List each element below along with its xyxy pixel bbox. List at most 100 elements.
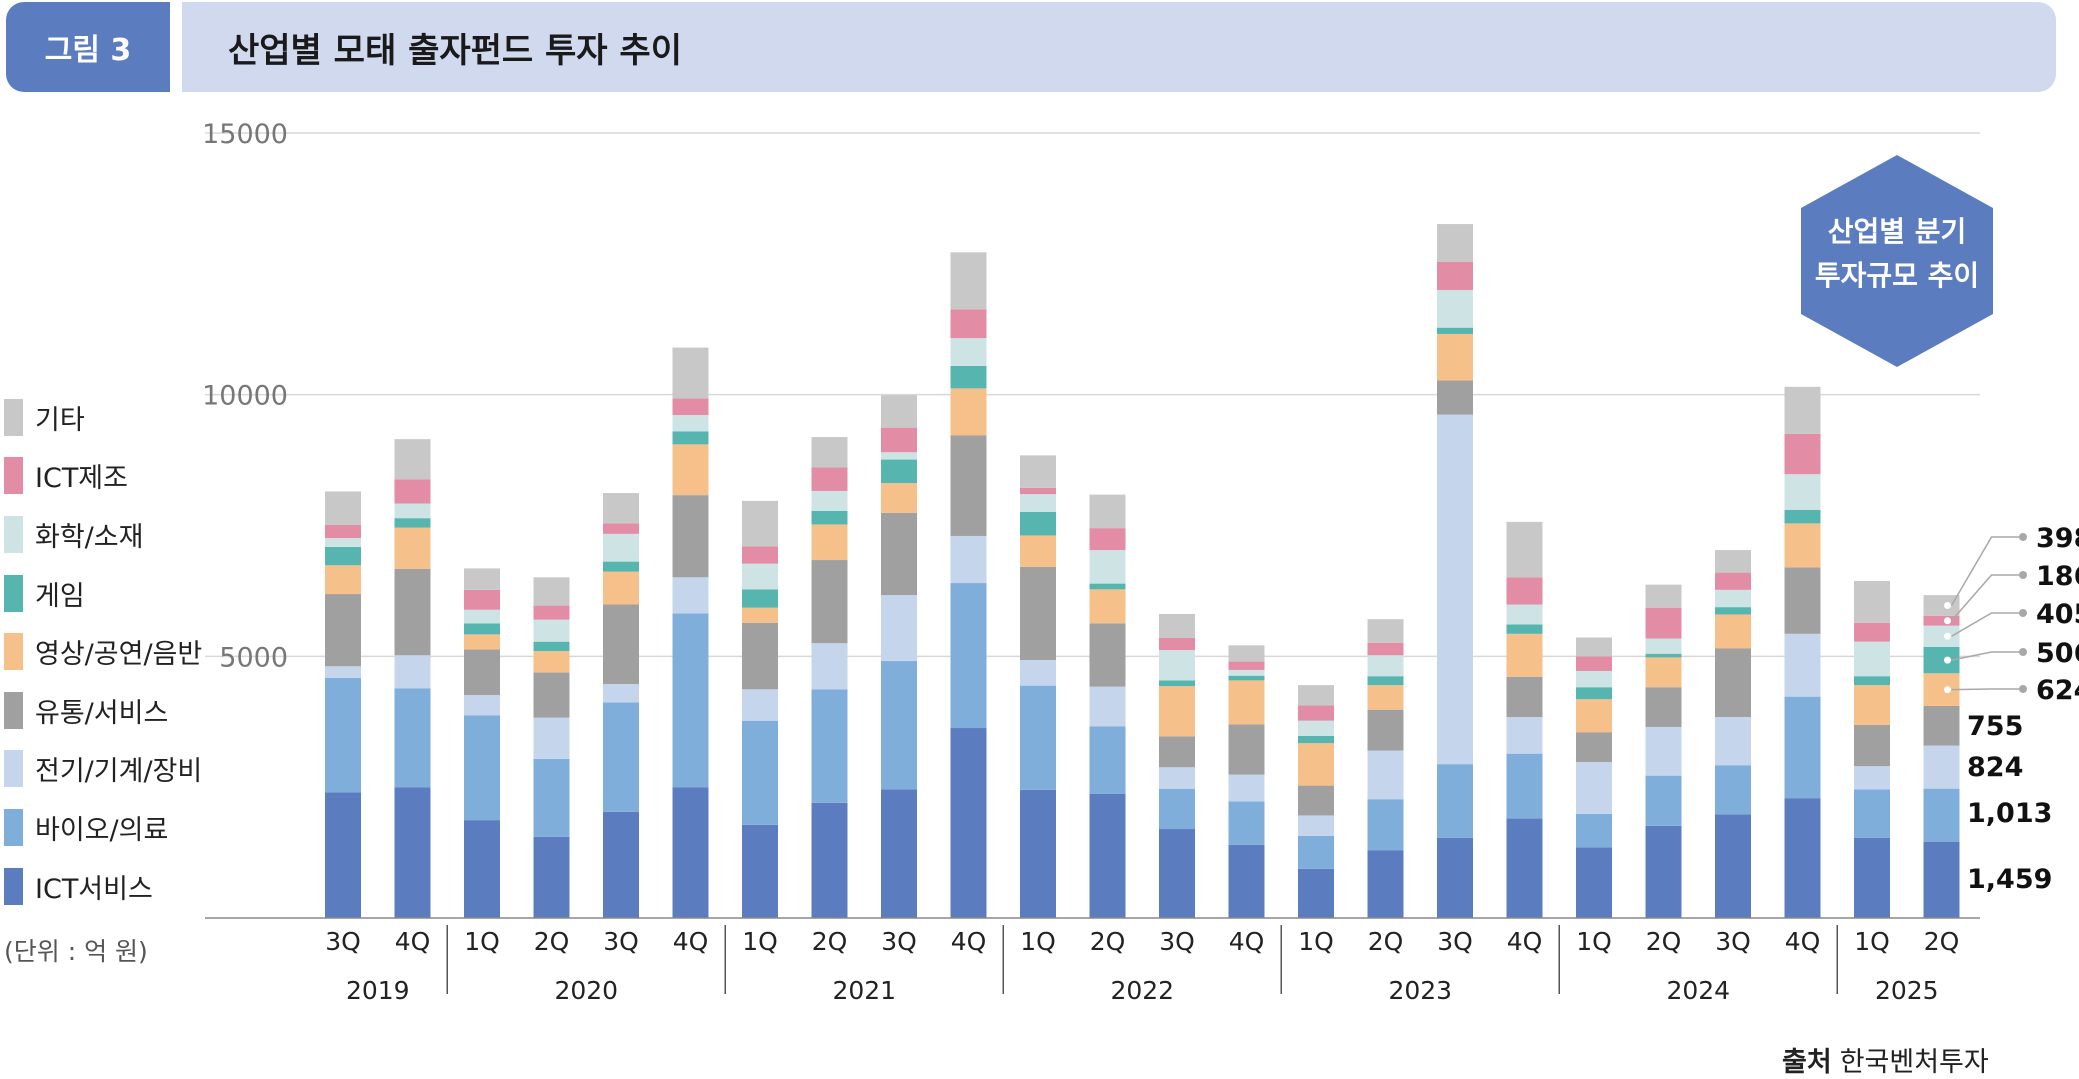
x-tick-label: 2Q (812, 927, 848, 956)
bar-segment (1437, 764, 1473, 838)
bar-segment (811, 467, 848, 491)
bar-segment (1854, 789, 1890, 838)
legend-item: ICT제조 (4, 447, 202, 506)
bar-segment (1367, 750, 1404, 800)
bar-segment (1923, 788, 1960, 842)
x-tick-label: 3Q (1715, 927, 1751, 956)
bar-segment (1367, 676, 1404, 686)
bar-segment (672, 495, 709, 578)
bar-segment (950, 309, 987, 339)
source-credit: 출처 한국벤처투자 (1782, 1040, 1989, 1079)
bar-segment (533, 717, 570, 759)
bar-segment (1298, 868, 1334, 918)
bar-segment (742, 622, 778, 690)
bar-segment (603, 604, 639, 685)
bar-segment (394, 527, 431, 569)
bar-segment (1506, 633, 1543, 677)
bar-segment (1159, 736, 1195, 768)
bar-segment (1576, 762, 1612, 814)
bar-segment (1298, 743, 1334, 786)
bar-segment (881, 789, 917, 918)
bar-segment (742, 689, 778, 721)
bar-segment (1298, 835, 1334, 869)
x-tick-label: 3Q (325, 927, 361, 956)
bar-segment (394, 568, 431, 656)
bar-segment (881, 427, 917, 453)
bar-segment (464, 695, 500, 716)
data-label: 186 (2036, 561, 2079, 592)
legend-item: 바이오/의료 (4, 798, 202, 857)
bar-segment (603, 533, 639, 562)
bar-segment (1923, 625, 1960, 647)
bar-segment (811, 490, 848, 511)
year-label: 2020 (554, 976, 618, 1005)
y-tick-label: 10000 (202, 381, 288, 412)
badge-text: 산업별 분기 투자규모 추이 (1797, 210, 1997, 298)
bar-segment (1298, 815, 1334, 836)
bar-segment (672, 431, 709, 445)
bar-segment (672, 415, 709, 432)
bar-segment (1854, 724, 1890, 767)
year-label: 2021 (832, 976, 896, 1005)
bar-segment (325, 546, 361, 566)
legend-item: 유통/서비스 (4, 681, 202, 740)
leader-start-dot (1944, 632, 1951, 640)
bar-segment (672, 577, 709, 614)
bar-segment (1576, 656, 1612, 671)
bar-segment (881, 395, 917, 428)
bar-segment (1437, 837, 1473, 918)
bar-segment (1367, 709, 1404, 751)
bar-segment (1784, 798, 1821, 918)
legend-item: 전기/기계/장비 (4, 740, 202, 799)
legend-item: 게임 (4, 564, 202, 623)
legend-swatch (4, 808, 23, 846)
bar-segment (533, 836, 570, 918)
x-tick-label: 1Q (1298, 927, 1334, 956)
bar-segment (811, 802, 848, 918)
bar-segment (1715, 717, 1751, 766)
bar-segment (950, 535, 987, 584)
x-tick-label: 3Q (603, 927, 639, 956)
x-tick-label: 1Q (1020, 927, 1056, 956)
bar-segment (1715, 607, 1751, 615)
figure-number-label: 그림 3 (6, 2, 170, 92)
bar-segment (1784, 633, 1821, 697)
unit-note: (단위 : 억 원) (4, 937, 148, 966)
bar-segment (1020, 566, 1056, 660)
bar-segment (1854, 580, 1890, 623)
bar-segment (1159, 686, 1195, 737)
bar-segment (1645, 653, 1682, 658)
bar-segment (1089, 583, 1126, 590)
bar-segment (811, 643, 848, 690)
bar-segment (325, 538, 361, 547)
bar-segment (950, 728, 987, 918)
bar-segment (1923, 705, 1960, 746)
leader-line (1950, 536, 2023, 606)
bar-segment (742, 500, 778, 547)
bar-segment (1228, 724, 1265, 775)
hexagon-badge (1801, 155, 1993, 367)
bar-segment (1576, 699, 1612, 733)
leader-end-dot (2019, 685, 2027, 693)
bar-segment (881, 512, 917, 596)
bar-segment (742, 546, 778, 564)
bar-segment (1020, 535, 1056, 567)
leader-end-dot (2019, 571, 2027, 579)
bar-segment (950, 365, 987, 389)
data-label: 405 (2036, 599, 2079, 630)
bar-segment (742, 607, 778, 623)
legend-swatch (4, 398, 23, 436)
bar-segment (1159, 767, 1195, 789)
bar-segment (1228, 645, 1265, 662)
bar-segment (325, 491, 361, 525)
bar-segment (1576, 637, 1612, 657)
bar-segment (1576, 687, 1612, 700)
bar-segment (672, 347, 709, 399)
bar-segment (1020, 494, 1056, 512)
legend-label: 게임 (35, 580, 85, 612)
bar-segment (1228, 680, 1265, 725)
bar-segment (1715, 648, 1751, 718)
bar-segment (394, 503, 431, 519)
badge-line-2: 투자규모 추이 (1814, 259, 1980, 292)
